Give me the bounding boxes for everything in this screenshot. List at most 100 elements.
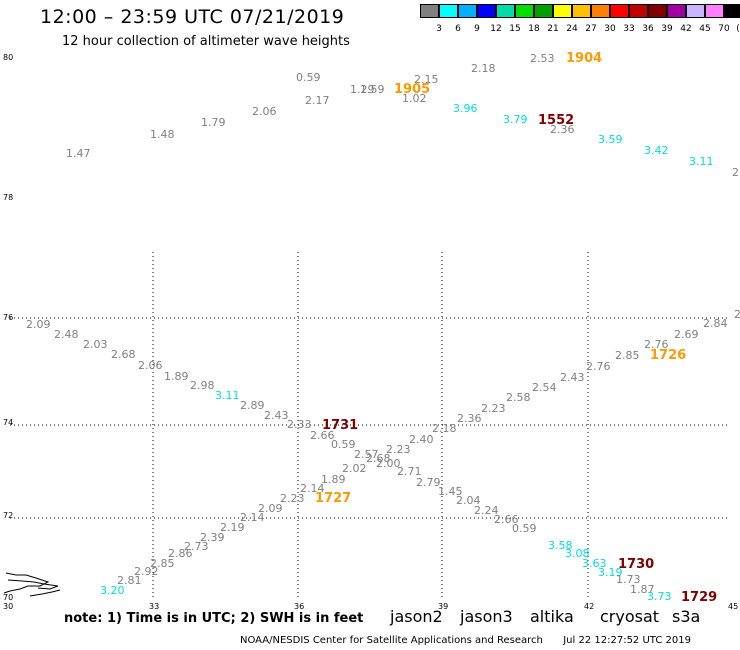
pass-time-label: 1729 xyxy=(681,590,717,605)
wave-height-value: 3.79 xyxy=(503,113,528,126)
legend-label: 12 xyxy=(490,24,502,34)
footer-credit-text: NOAA/NESDIS Center for Satellite Applica… xyxy=(240,635,543,646)
lat-label: 76 xyxy=(3,313,13,322)
wave-height-value: 2.39 xyxy=(200,531,225,544)
wave-height-value: 2.24 xyxy=(474,504,499,517)
wave-height-value: 2.66 xyxy=(310,429,335,442)
lon-label: 30 xyxy=(3,602,13,611)
wave-height-value: 0.59 xyxy=(512,522,537,535)
wave-height-value: 2.33 xyxy=(287,418,312,431)
legend-swatch xyxy=(724,4,740,18)
legend-swatch xyxy=(648,4,667,18)
wave-height-value: 2.03 xyxy=(83,338,108,351)
wave-height-value: 1.89 xyxy=(164,370,189,383)
wave-height-value: 2.86 xyxy=(168,547,193,560)
legend-label: 3 xyxy=(436,24,442,34)
pass-time-label: 1731 xyxy=(322,418,358,433)
legend-label: (ft) xyxy=(736,24,740,34)
wave-height-value: 2.92 xyxy=(134,565,159,578)
wave-height-value: 2.71 xyxy=(397,465,422,478)
lat-label: 74 xyxy=(3,418,13,427)
legend-swatch xyxy=(572,4,591,18)
wave-height-value: 2.84 xyxy=(703,317,728,330)
legend-label: 21 xyxy=(547,24,559,34)
wave-height-value: 3.63 xyxy=(582,557,607,570)
lon-label: 36 xyxy=(294,602,304,611)
page-title: 12:00 – 23:59 UTC 07/21/2019 xyxy=(40,6,345,28)
legend-label: 36 xyxy=(642,24,654,34)
legend-label: 27 xyxy=(585,24,597,34)
wave-height-value: 2.68 xyxy=(366,452,391,465)
wave-height-value: 2.23 xyxy=(481,402,506,415)
wave-height-value: 2.36 xyxy=(550,123,575,136)
pass-time-label: 1905 xyxy=(394,82,430,97)
wave-height-value: 1.02 xyxy=(402,92,427,105)
wave-height-value: 2.43 xyxy=(560,371,585,384)
legend-swatch xyxy=(553,4,572,18)
wave-height-value: 2 xyxy=(732,166,739,179)
legend-swatch xyxy=(629,4,648,18)
legend-swatch xyxy=(686,4,705,18)
wave-height-value: 2.53 xyxy=(530,52,555,65)
satellite-jason2: jason2 xyxy=(390,607,443,626)
lon-label: 45 xyxy=(728,602,738,611)
wave-height-value: 3.19 xyxy=(598,566,623,579)
wave-height-value: 2.79 xyxy=(416,476,441,489)
wave-height-value: 2.00 xyxy=(376,457,401,470)
legend-swatch xyxy=(439,4,458,18)
wave-height-value: 2 xyxy=(734,308,740,321)
lat-label: 72 xyxy=(3,511,13,520)
wave-height-value: 2.48 xyxy=(54,328,79,341)
wave-height-value: 2.23 xyxy=(386,443,411,456)
pass-time-label: 1730 xyxy=(618,557,654,572)
pass-time-label: 1904 xyxy=(566,51,602,66)
legend-label: 42 xyxy=(680,24,692,34)
wave-height-value: 3.08 xyxy=(565,547,590,560)
wave-height-value: 2.54 xyxy=(532,381,557,394)
footer-credit: NOAA/NESDIS Center for Satellite Applica… xyxy=(240,635,691,646)
wave-height-value: 0.59 xyxy=(331,438,356,451)
wave-height-value: 2.73 xyxy=(184,540,209,553)
wave-height-value: 2.19 xyxy=(220,521,245,534)
legend-swatch xyxy=(610,4,629,18)
wave-height-value: 2.68 xyxy=(111,348,136,361)
wave-height-value: 2.02 xyxy=(342,462,367,475)
wave-height-value: 3.73 xyxy=(647,590,672,603)
wave-height-value: 2.09 xyxy=(258,502,283,515)
satellite-cryosat: cryosat xyxy=(600,607,660,626)
wave-height-value: 2.43 xyxy=(264,409,289,422)
legend-swatch xyxy=(591,4,610,18)
legend-swatch xyxy=(496,4,515,18)
page-subtitle: 12 hour collection of altimeter wave hei… xyxy=(62,34,350,49)
legend-swatch xyxy=(420,4,439,18)
legend-swatch xyxy=(458,4,477,18)
legend-swatch xyxy=(534,4,553,18)
pass-time-label: 1727 xyxy=(315,491,351,506)
wave-height-value: 1.47 xyxy=(66,147,91,160)
satellite-jason3: jason3 xyxy=(460,607,513,626)
wave-height-value: 2.57 xyxy=(354,448,379,461)
wave-height-value: 2.36 xyxy=(457,412,482,425)
legend-label: 15 xyxy=(509,24,521,34)
legend-label: 6 xyxy=(455,24,461,34)
satellite-altika: altika xyxy=(530,607,574,626)
wave-height-value: 1.89 xyxy=(321,473,346,486)
legend-label: 18 xyxy=(528,24,540,34)
map-grid xyxy=(10,252,730,600)
wave-height-value: 3.96 xyxy=(453,102,478,115)
wave-height-value: 3.58 xyxy=(548,539,573,552)
legend-label: 24 xyxy=(566,24,578,34)
lon-label: 42 xyxy=(584,602,594,611)
wave-height-value: 2.66 xyxy=(494,513,519,526)
lon-label: 33 xyxy=(149,602,159,611)
wave-height-value: 2.06 xyxy=(252,105,277,118)
wave-height-value: 1.87 xyxy=(630,583,655,596)
wave-height-value: 2.09 xyxy=(26,318,51,331)
wave-height-value: 3.11 xyxy=(215,389,240,402)
wave-height-value: 2.76 xyxy=(644,338,669,351)
observations-layer: 1.47 1.48 1.79 2.06 2.17 0.59 1.291.59 19052.15… xyxy=(26,51,740,605)
wave-height-value: 1.45 xyxy=(438,485,463,498)
legend-label: 45 xyxy=(699,24,711,34)
